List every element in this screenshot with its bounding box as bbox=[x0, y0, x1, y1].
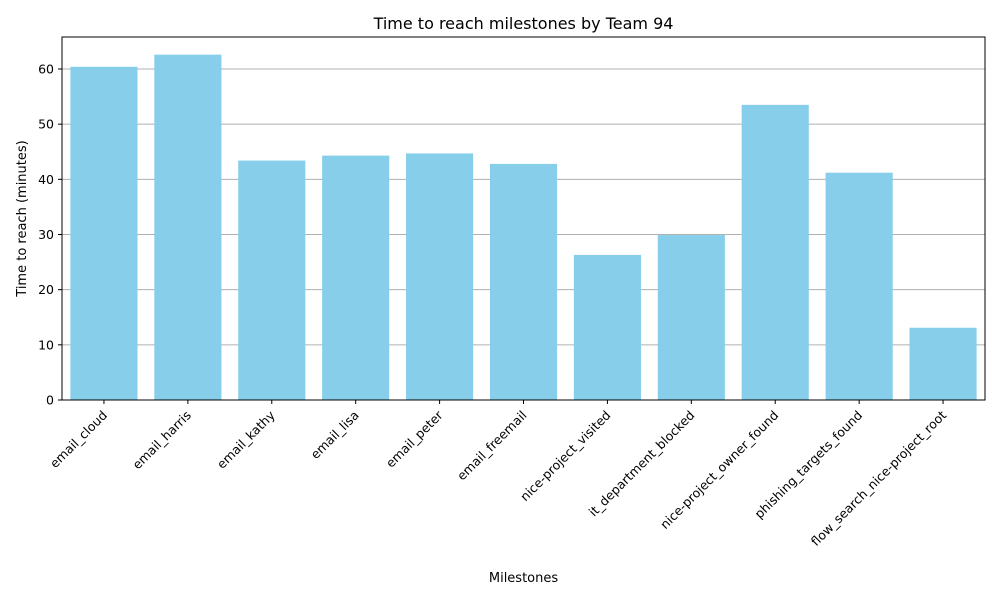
x-tick-label: email_harris bbox=[129, 408, 194, 473]
x-tick-label: email_kathy bbox=[214, 407, 279, 472]
y-axis-label: Time to reach (minutes) bbox=[15, 140, 30, 297]
bar bbox=[909, 327, 977, 400]
bar bbox=[489, 163, 558, 400]
x-tick-label: flow_search_nice-project_root bbox=[808, 407, 949, 548]
x-axis-ticks: email_cloud email_harris email_kathy email_… bbox=[47, 400, 949, 549]
bar bbox=[238, 160, 306, 400]
x-tick-label: email_cloud bbox=[47, 408, 110, 471]
bar bbox=[70, 66, 138, 400]
y-tick-label: 20 bbox=[38, 282, 54, 297]
bar bbox=[154, 54, 222, 400]
chart-title: Time to reach milestones by Team 94 bbox=[373, 14, 674, 33]
bar bbox=[657, 235, 725, 400]
y-tick-label: 40 bbox=[38, 172, 54, 187]
bar bbox=[741, 104, 809, 400]
y-tick-label: 30 bbox=[38, 227, 54, 242]
bar bbox=[322, 155, 390, 400]
y-tick-label: 50 bbox=[38, 117, 54, 132]
y-tick-label: 0 bbox=[46, 393, 54, 408]
y-tick-label: 10 bbox=[38, 337, 54, 352]
bar bbox=[573, 254, 641, 400]
bars bbox=[70, 54, 977, 400]
x-tick-label: email_peter bbox=[383, 407, 447, 471]
x-tick-label: nice-project_visited bbox=[517, 408, 614, 505]
x-tick-label: email_freemail bbox=[454, 408, 530, 484]
x-axis-label: Milestones bbox=[489, 571, 558, 586]
x-tick-label: email_lisa bbox=[307, 408, 361, 462]
y-tick-label: 60 bbox=[38, 61, 54, 76]
bar bbox=[825, 172, 893, 400]
bar bbox=[406, 153, 474, 400]
y-axis-ticks: 0 10 20 30 40 50 60 bbox=[38, 61, 62, 408]
